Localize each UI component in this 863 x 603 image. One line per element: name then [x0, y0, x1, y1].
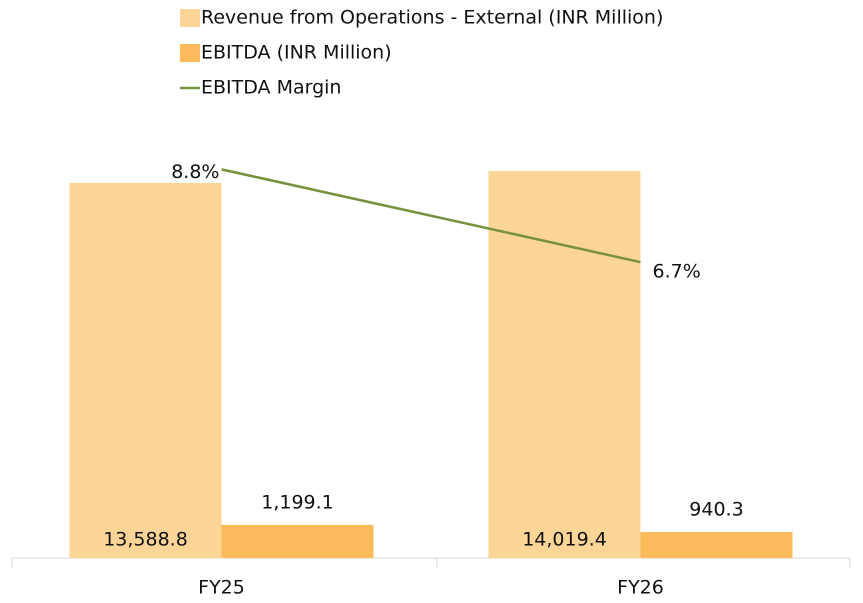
- data-label: 940.3: [689, 499, 743, 521]
- line-series: [221, 168, 641, 264]
- data-label: 1,199.1: [261, 491, 334, 513]
- legend-label: Revenue from Operations - External (INR …: [201, 7, 663, 29]
- data-label: 6.7%: [653, 261, 701, 283]
- legend-label: EBITDA (INR Million): [201, 42, 392, 64]
- legend-swatch: [180, 9, 200, 27]
- data-label: 8.8%: [171, 161, 219, 183]
- bar: [69, 182, 222, 558]
- bar: [488, 171, 641, 558]
- data-label: 13,588.8: [103, 529, 188, 551]
- x-tick-label: FY26: [617, 577, 664, 599]
- x-tick-label: FY25: [198, 577, 245, 599]
- legend-swatch: [180, 44, 200, 62]
- bar: [221, 524, 374, 558]
- legend-label: EBITDA Margin: [201, 77, 341, 99]
- data-label: 14,019.4: [522, 529, 607, 551]
- bar: [640, 532, 793, 558]
